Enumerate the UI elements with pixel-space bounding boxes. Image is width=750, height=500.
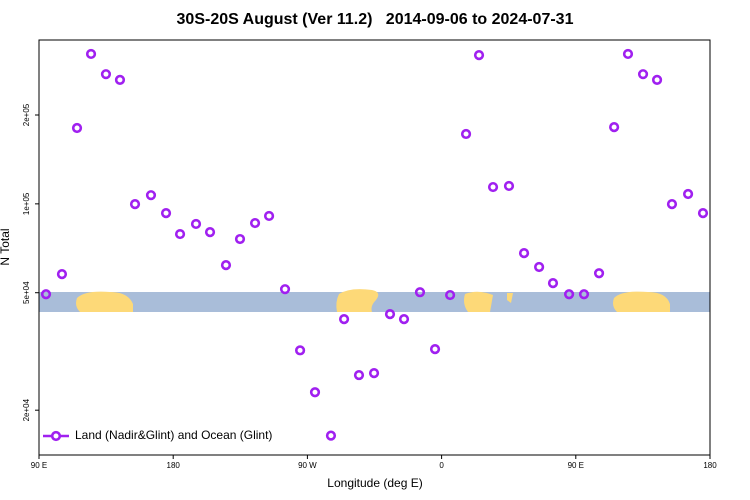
legend-marker xyxy=(50,430,62,442)
point xyxy=(473,50,485,61)
y-tick-label: 2e+05 xyxy=(22,103,31,126)
x-axis-label: Longitude (deg E) xyxy=(327,476,422,490)
point xyxy=(325,430,337,441)
x-tick-label: 0 xyxy=(439,461,444,470)
point xyxy=(234,233,246,245)
point xyxy=(697,208,709,219)
point xyxy=(429,344,441,355)
point xyxy=(114,74,126,85)
point xyxy=(294,345,306,356)
x-tick-label: 90 E xyxy=(31,461,47,470)
point xyxy=(518,248,530,259)
point xyxy=(263,210,275,222)
point xyxy=(651,74,663,85)
point xyxy=(145,190,157,201)
point xyxy=(563,289,575,300)
point xyxy=(398,314,410,325)
x-tick-label: 90 W xyxy=(298,461,317,470)
point xyxy=(503,180,515,192)
point xyxy=(353,369,365,381)
point xyxy=(637,69,649,80)
point xyxy=(622,48,634,60)
y-axis-label: N Total xyxy=(0,228,12,265)
point xyxy=(190,218,202,230)
point xyxy=(204,227,216,238)
point xyxy=(338,314,350,325)
point xyxy=(309,387,321,398)
point xyxy=(174,228,186,240)
chart-title: 30S-20S August (Ver 11.2) 2014-09-06 to … xyxy=(177,11,574,28)
point xyxy=(40,289,52,300)
plot-frame xyxy=(38,39,711,456)
point xyxy=(534,261,545,273)
y-tick-label: 2e+04 xyxy=(22,398,31,421)
point xyxy=(279,284,291,295)
x-tick-label: 90 E xyxy=(568,461,584,470)
point xyxy=(487,181,499,193)
point xyxy=(666,199,678,210)
point xyxy=(249,217,261,229)
point xyxy=(414,287,426,298)
x-tick-label: 180 xyxy=(703,461,717,470)
point xyxy=(71,122,83,134)
point xyxy=(609,121,620,133)
point xyxy=(100,69,112,80)
point xyxy=(578,289,590,300)
point xyxy=(85,48,97,60)
point xyxy=(368,368,380,379)
point xyxy=(682,188,694,200)
point xyxy=(56,269,68,280)
point xyxy=(593,268,605,279)
point xyxy=(220,260,232,271)
point xyxy=(547,277,559,289)
point xyxy=(129,199,141,210)
x-tick-label: 180 xyxy=(167,461,181,470)
point xyxy=(444,289,456,301)
point xyxy=(384,309,396,320)
legend-label: Land (Nadir&Glint) and Ocean (Glint) xyxy=(75,428,272,442)
map-strip xyxy=(39,289,710,312)
point xyxy=(160,208,172,219)
y-tick-label: 5e+04 xyxy=(22,281,31,304)
point xyxy=(460,128,472,140)
y-tick-label: 1e+05 xyxy=(22,192,31,215)
